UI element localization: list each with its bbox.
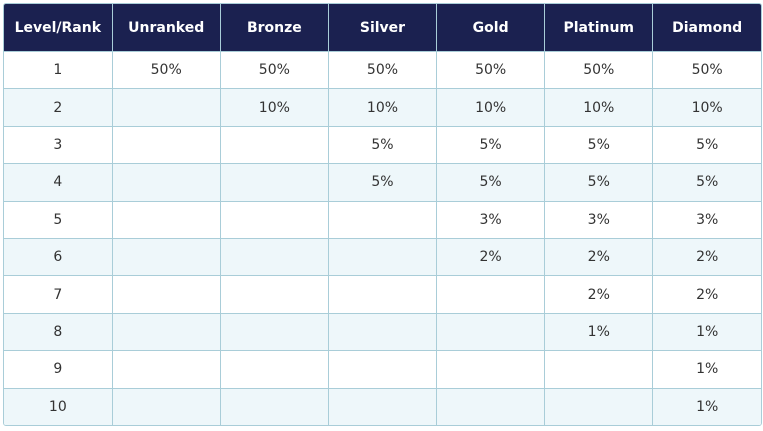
percent-cell xyxy=(112,387,221,425)
percent-cell: 50% xyxy=(112,50,221,89)
percent-cell xyxy=(328,200,438,239)
level-cell: 7 xyxy=(4,275,113,314)
percent-cell: 10% xyxy=(220,88,329,127)
percent-cell: 10% xyxy=(436,88,546,127)
percent-cell: 5% xyxy=(652,125,761,164)
table-row: 8 1% 1% xyxy=(4,312,761,351)
percent-cell: 50% xyxy=(436,50,546,89)
percent-cell xyxy=(112,237,221,276)
percent-cell: 5% xyxy=(436,125,546,164)
table-body: 1 50% 50% 50% 50% 50% 50% 2 10% 10% 10% 10% 10% 3 5% 5%… xyxy=(4,50,761,425)
percent-cell xyxy=(436,350,546,389)
table-row: 4 5% 5% 5% 5% xyxy=(4,163,761,202)
percent-cell xyxy=(112,200,221,239)
percent-cell xyxy=(328,275,438,314)
reward-table: Level/Rank Unranked Bronze Silver Gold Platin… xyxy=(4,4,761,425)
level-cell: 10 xyxy=(4,387,113,425)
percent-cell: 5% xyxy=(544,125,654,164)
percent-cell: 3% xyxy=(544,200,654,239)
table-row: 9 1% xyxy=(4,350,761,389)
table-row: 5 3% 3% 3% xyxy=(4,200,761,239)
level-cell: 4 xyxy=(4,163,113,202)
percent-cell xyxy=(436,387,546,425)
percent-cell xyxy=(544,350,654,389)
percent-cell xyxy=(112,88,221,127)
level-cell: 3 xyxy=(4,125,113,164)
level-cell: 2 xyxy=(4,88,113,127)
percent-cell xyxy=(220,163,329,202)
percent-cell: 10% xyxy=(544,88,654,127)
percent-cell xyxy=(112,275,221,314)
header-cell: Level/Rank xyxy=(4,4,113,52)
level-cell: 8 xyxy=(4,312,113,351)
level-cell: 6 xyxy=(4,237,113,276)
percent-cell: 2% xyxy=(544,237,654,276)
percent-cell xyxy=(220,237,329,276)
level-cell: 9 xyxy=(4,350,113,389)
level-cell: 5 xyxy=(4,200,113,239)
percent-cell: 2% xyxy=(436,237,546,276)
percent-cell: 3% xyxy=(652,200,761,239)
percent-cell: 5% xyxy=(652,163,761,202)
percent-cell xyxy=(328,387,438,425)
percent-cell: 3% xyxy=(436,200,546,239)
percent-cell: 2% xyxy=(652,237,761,276)
percent-cell: 2% xyxy=(544,275,654,314)
percent-cell xyxy=(112,350,221,389)
header-cell: Diamond xyxy=(652,4,761,52)
percent-cell: 50% xyxy=(652,50,761,89)
table-row: 10 1% xyxy=(4,387,761,425)
percent-cell xyxy=(220,387,329,425)
percent-cell xyxy=(112,125,221,164)
table-row: 6 2% 2% 2% xyxy=(4,237,761,276)
percent-cell xyxy=(220,312,329,351)
header-row: Level/Rank Unranked Bronze Silver Gold Platin… xyxy=(4,4,761,52)
percent-cell xyxy=(220,125,329,164)
percent-cell: 5% xyxy=(328,163,438,202)
percent-cell: 50% xyxy=(220,50,329,89)
percent-cell xyxy=(112,163,221,202)
percent-cell: 5% xyxy=(544,163,654,202)
percent-cell: 10% xyxy=(652,88,761,127)
percent-cell xyxy=(112,312,221,351)
percent-cell xyxy=(328,237,438,276)
percent-cell xyxy=(220,275,329,314)
percent-cell: 5% xyxy=(328,125,438,164)
percent-cell: 50% xyxy=(544,50,654,89)
percent-cell xyxy=(436,312,546,351)
level-cell: 1 xyxy=(4,50,113,89)
percent-cell: 10% xyxy=(328,88,438,127)
percent-cell xyxy=(328,312,438,351)
header-cell: Platinum xyxy=(544,4,654,52)
percent-cell: 2% xyxy=(652,275,761,314)
percent-cell: 50% xyxy=(328,50,438,89)
percent-cell xyxy=(220,200,329,239)
table-frame: Level/Rank Unranked Bronze Silver Gold Platin… xyxy=(3,3,762,426)
header-cell: Unranked xyxy=(112,4,221,52)
percent-cell: 1% xyxy=(652,387,761,425)
percent-cell xyxy=(544,387,654,425)
percent-cell xyxy=(220,350,329,389)
header-cell: Bronze xyxy=(220,4,329,52)
table-row: 2 10% 10% 10% 10% 10% xyxy=(4,88,761,127)
table-row: 7 2% 2% xyxy=(4,275,761,314)
header-cell: Silver xyxy=(328,4,438,52)
percent-cell: 1% xyxy=(544,312,654,351)
table-row: 3 5% 5% 5% 5% xyxy=(4,125,761,164)
table-row: 1 50% 50% 50% 50% 50% 50% xyxy=(4,50,761,89)
header-cell: Gold xyxy=(436,4,546,52)
percent-cell xyxy=(328,350,438,389)
percent-cell: 5% xyxy=(436,163,546,202)
percent-cell xyxy=(436,275,546,314)
percent-cell: 1% xyxy=(652,350,761,389)
percent-cell: 1% xyxy=(652,312,761,351)
